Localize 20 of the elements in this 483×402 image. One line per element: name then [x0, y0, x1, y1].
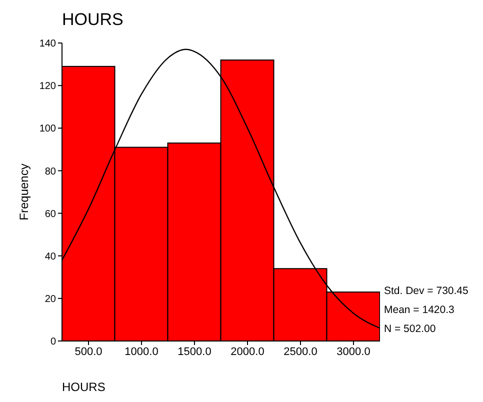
text: N = 502.00: [384, 323, 436, 335]
text: Std. Dev = 730.45: [384, 285, 468, 297]
x-tick-label: 2500.0: [284, 346, 318, 358]
x-axis-title: HOURS: [62, 380, 106, 394]
y-tick-label: 100: [39, 124, 56, 135]
text: Mean = 1420.3: [384, 304, 454, 316]
x-tick-label: 1000.0: [124, 346, 158, 358]
y-tick-label: 40: [44, 251, 56, 262]
chart-title: HOURS: [62, 10, 124, 30]
y-tick-label: 80: [44, 166, 56, 178]
y-tick-label: 60: [44, 208, 56, 220]
x-tick-label: 3000.0: [336, 346, 370, 358]
x-tick-label: 1500.0: [178, 346, 212, 358]
y-tick-label: 120: [39, 81, 56, 92]
y-tick-label: 140: [39, 38, 56, 50]
x-tick-label: 500.0: [74, 346, 102, 358]
y-axis-title: Frequency: [17, 164, 31, 220]
y-tick-label: 0: [50, 336, 56, 348]
y-tick-label: 20: [44, 294, 56, 305]
x-tick-label: 2000.0: [230, 346, 264, 358]
